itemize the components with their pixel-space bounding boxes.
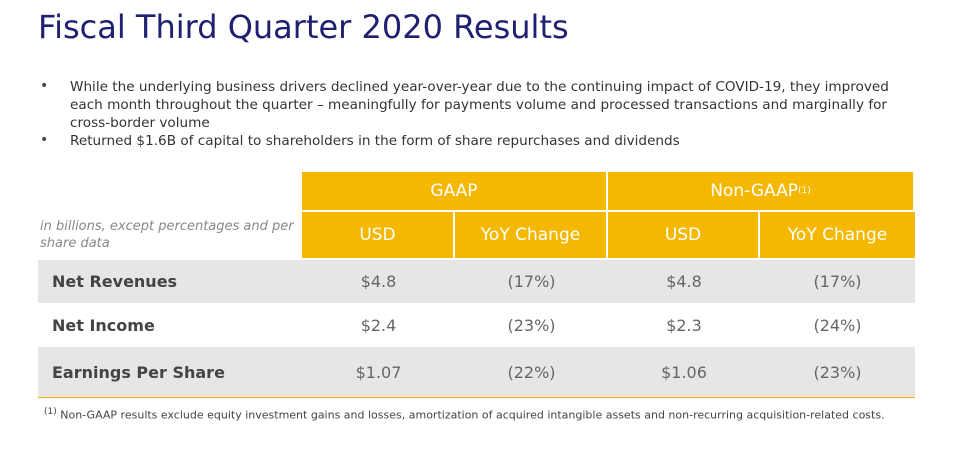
bullet-dot: • [40,132,49,148]
table-cell: (17%) [813,272,862,291]
bullet: While the underlying business drivers de… [70,79,889,131]
table-cell: $1.06 [661,362,707,382]
column-header: YoY Change [455,212,606,258]
table-cell: (17%) [507,272,556,291]
table-row [38,303,915,347]
footnote-text: Non-GAAP results exclude equity investme… [60,408,885,422]
table-cell: $2.3 [666,315,702,335]
footnote-marker: (1) [44,407,57,417]
group-header: Non-GAAP (1) [608,172,913,210]
column-header: USD [608,212,758,258]
table-cell: $1.07 [355,362,402,382]
label-note: in billions, except percentages and per … [40,219,294,251]
bullet-dot: • [40,78,49,94]
table-row [38,260,915,303]
table-cell: $2.4 [360,315,397,335]
table-cell: $4.8 [666,272,702,291]
group-header-text: GAAP [430,181,478,201]
table-cell: (24%) [813,315,862,335]
footnote-marker: (1) [798,186,811,196]
table-cell: $4.8 [360,272,397,291]
group-header-text: Non-GAAP [710,181,799,201]
row-label: Net Revenues [52,272,178,291]
row-label: Earnings Per Share [52,362,225,382]
group-header: GAAP [302,172,606,210]
footnote: (1) Non-GAAP results exclude equity inve… [44,406,914,422]
table-row [38,347,915,397]
column-header: USD [302,212,453,258]
column-header: YoY Change [760,212,915,258]
bullet: Returned $1.6B of capital to shareholder… [70,133,680,149]
table-cell: (22%) [507,362,556,382]
row-label: Net Income [52,315,155,335]
row-separator [38,397,915,398]
table-cell: (23%) [507,315,556,335]
title: Fiscal Third Quarter 2020 Results [38,8,569,46]
table-cell: (23%) [813,362,862,382]
